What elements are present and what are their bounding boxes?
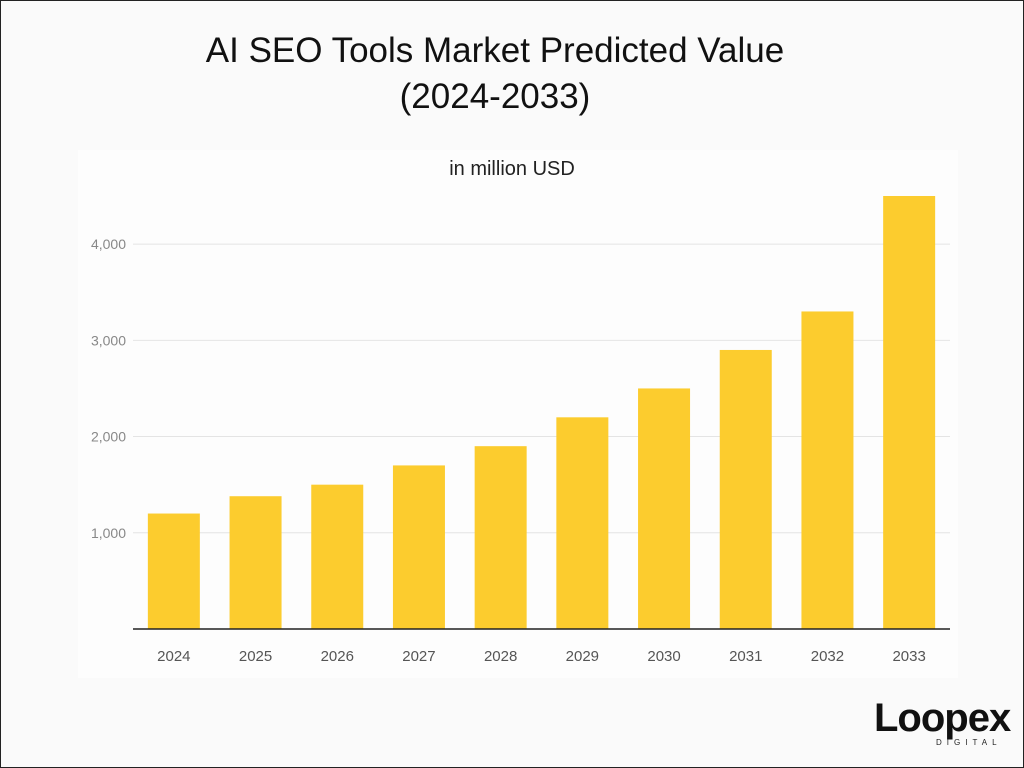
x-tick-label: 2032 (811, 648, 844, 665)
brand-logo-subtext: DIGITAL (936, 738, 1002, 747)
bar-2028 (474, 446, 527, 629)
bar-2030 (638, 388, 691, 629)
x-tick-label: 2029 (566, 648, 599, 665)
y-tick-label: 2,000 (91, 429, 126, 445)
x-tick-label: 2024 (157, 648, 190, 665)
bar-2027 (392, 465, 445, 629)
chart-title-line-2: (2024-2033) (399, 77, 591, 116)
x-tick-label: 2033 (892, 648, 925, 665)
x-tick-label: 2028 (484, 648, 517, 665)
chart-title-line-1: AI SEO Tools Market Predicted Value (205, 31, 785, 70)
y-tick-label: 1,000 (91, 525, 126, 541)
x-tick-label: 2025 (239, 648, 272, 665)
chart-title: AI SEO Tools Market Predicted Value (202… (0, 28, 990, 120)
bar-2029 (556, 417, 609, 629)
x-tick-label: 2027 (402, 648, 435, 665)
brand-logo: Loopex DIGITAL (874, 696, 1011, 754)
bar-2031 (719, 349, 772, 629)
chart-subtitle: in million USD (449, 158, 575, 180)
x-tick-label: 2030 (647, 648, 680, 665)
y-tick-label: 3,000 (91, 332, 126, 348)
x-tick-label: 2026 (321, 648, 354, 665)
brand-logo-text: Loopex (874, 696, 1011, 740)
bar-2025 (229, 496, 282, 629)
y-tick-label: 4,000 (91, 236, 126, 252)
x-tick-label: 2031 (729, 648, 762, 665)
bar-2033 (883, 196, 936, 629)
bar-2032 (801, 311, 854, 629)
bar-2024 (147, 513, 200, 629)
bar-2026 (311, 484, 364, 629)
